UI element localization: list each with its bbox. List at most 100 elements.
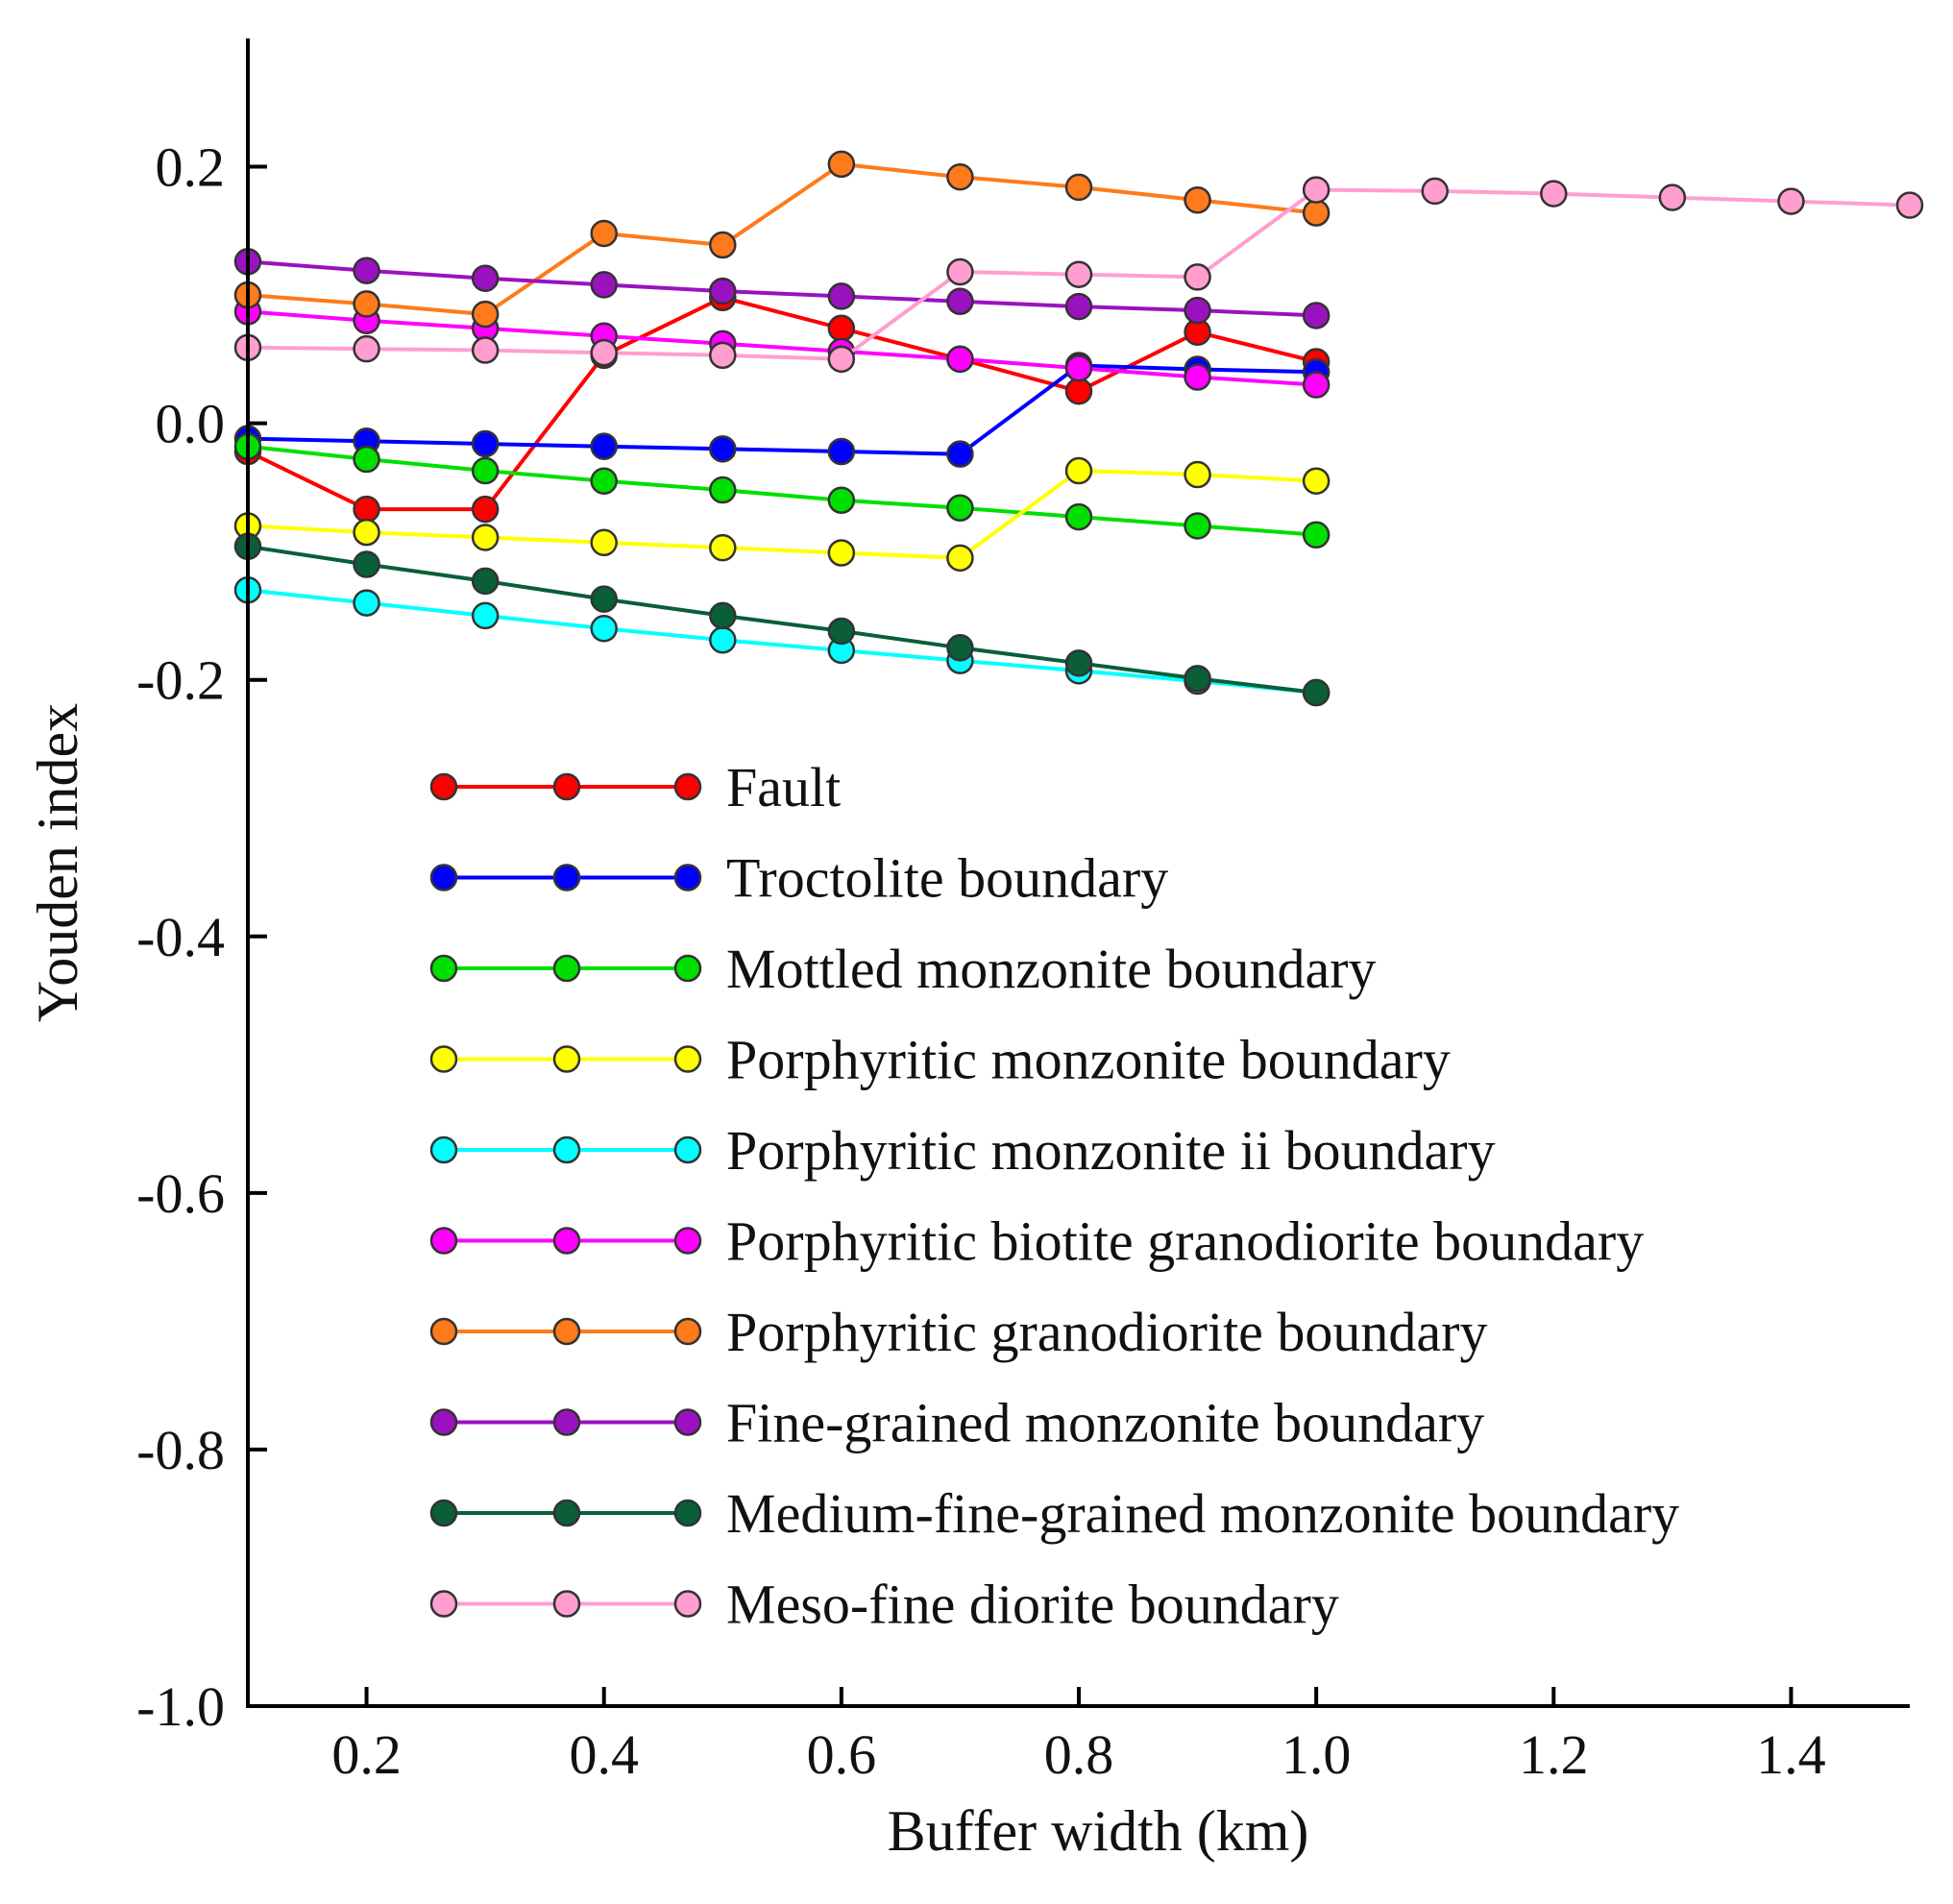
data-point [471, 524, 500, 551]
data-point [590, 585, 618, 613]
legend-item-medium-fine-grained-monzonite-boundary: Medium-fine-grained monzonite boundary [429, 1482, 1679, 1545]
data-point [471, 429, 500, 458]
data-point [353, 334, 380, 363]
legend: Fault Troctolite boundary Mottled monzonit… [429, 756, 1679, 1636]
data-point [946, 162, 974, 191]
x-tick-label: 0.4 [569, 1723, 639, 1786]
legend-label: Porphyritic granodiorite boundary [726, 1301, 1488, 1363]
data-point [1302, 371, 1330, 399]
legend-marker [673, 1590, 702, 1618]
data-point [471, 495, 500, 524]
data-point [353, 290, 380, 318]
legend-marker [552, 1499, 581, 1527]
data-point [1064, 649, 1093, 677]
data-point [353, 256, 380, 284]
data-point [471, 264, 500, 292]
x-axis-title: Buffer width (km) [888, 1799, 1309, 1863]
data-point [1302, 678, 1330, 707]
data-point [471, 567, 500, 596]
series-line [247, 259, 1317, 318]
legend-item-porphyritic-granodiorite-boundary: Porphyritic granodiorite boundary [429, 1301, 1488, 1363]
data-point [590, 528, 618, 557]
y-tick-label: -0.8 [136, 1419, 225, 1481]
data-point [1540, 180, 1568, 207]
data-point [590, 432, 618, 460]
data-point [1184, 186, 1211, 214]
series-fine-grained-monzonite-boundary [233, 248, 1330, 330]
data-point [709, 231, 737, 259]
data-point [1421, 177, 1449, 206]
legend-marker [673, 1499, 702, 1527]
data-point [1184, 363, 1211, 391]
data-point [1064, 292, 1093, 321]
y-axis-title: Youden index [26, 703, 89, 1022]
legend-item-porphyritic-monzonite-ii-boundary: Porphyritic monzonite ii boundary [429, 1119, 1496, 1182]
data-point [1658, 183, 1687, 211]
series-mottled-monzonite-boundary [233, 432, 1330, 549]
data-point [1302, 467, 1330, 495]
legend-marker [552, 1135, 581, 1164]
series-line [247, 161, 1317, 317]
legend-label: Medium-fine-grained monzonite boundary [726, 1482, 1679, 1545]
legend-marker [552, 1590, 581, 1618]
series-layer [233, 150, 1924, 707]
data-point [590, 219, 618, 248]
data-point [946, 257, 974, 286]
legend-label: Mottled monzonite boundary [726, 938, 1377, 1000]
legend-marker [552, 772, 581, 801]
data-point [709, 476, 737, 504]
legend-marker [673, 772, 702, 801]
x-tick-label: 0.8 [1044, 1723, 1114, 1786]
data-point [709, 626, 737, 654]
data-point [590, 467, 618, 495]
legend-marker [673, 1135, 702, 1164]
legend-marker [429, 1317, 458, 1346]
legend-label: Fault [726, 756, 841, 818]
legend-marker [673, 864, 702, 891]
data-point [353, 550, 380, 578]
legend-marker [429, 864, 458, 891]
data-point [1302, 176, 1330, 204]
data-point [1184, 296, 1211, 325]
legend-marker [429, 1590, 458, 1618]
data-point [1302, 302, 1330, 330]
data-point [471, 456, 500, 485]
series-line [247, 309, 1317, 387]
x-tick-label: 0.2 [331, 1723, 402, 1786]
data-point [1184, 263, 1211, 291]
legend-marker [429, 1499, 458, 1527]
data-point [1184, 665, 1211, 693]
legend-marker [552, 954, 581, 983]
data-point [946, 440, 974, 468]
data-point [946, 494, 974, 523]
data-point [709, 435, 737, 463]
data-point [946, 345, 974, 374]
legend-label: Fine-grained monzonite boundary [726, 1392, 1484, 1454]
data-point [827, 345, 856, 374]
legend-marker [673, 1045, 702, 1073]
y-tick-label: -0.6 [136, 1162, 225, 1225]
data-point [353, 589, 380, 617]
data-point [946, 287, 974, 316]
legend-marker [429, 1135, 458, 1164]
data-point [590, 271, 618, 299]
series-meso-fine-diorite-boundary [233, 176, 1924, 374]
data-point [471, 336, 500, 364]
series-line [247, 544, 1317, 695]
legend-label: Porphyritic monzonite ii boundary [726, 1119, 1496, 1182]
axes-layer: 0.2 0.0 -0.2 -0.4 -0.6 -0.8 -1.0 0.2 0.4 0.6 0.8 1.… [136, 38, 1910, 1786]
legend-item-troctolite-boundary: Troctolite boundary [429, 847, 1168, 910]
x-tick-label: 0.6 [807, 1723, 877, 1786]
series-line [247, 444, 1317, 537]
legend-marker [429, 1045, 458, 1073]
series-troctolite-boundary [233, 352, 1330, 468]
data-point [1777, 187, 1805, 215]
data-point [827, 314, 856, 343]
data-point [1184, 460, 1211, 489]
legend-marker [552, 1408, 581, 1436]
y-tick-label: 0.0 [156, 393, 226, 455]
data-point [471, 300, 500, 329]
data-point [709, 277, 737, 305]
